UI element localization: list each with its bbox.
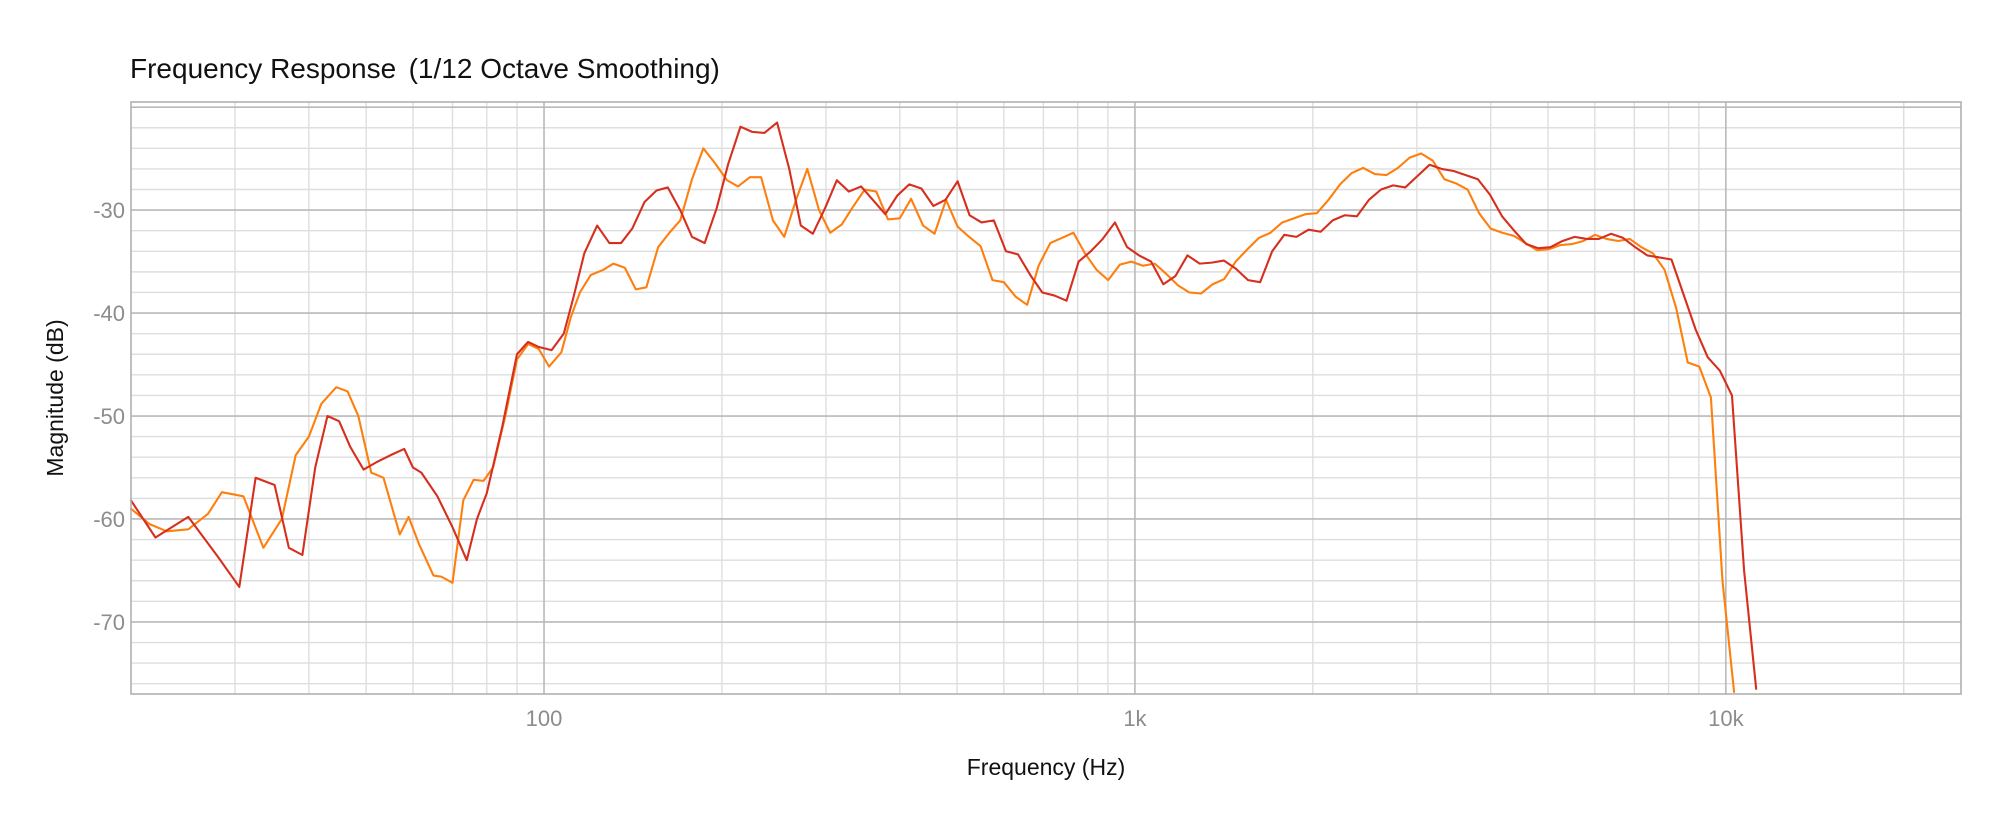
- series-line-1: [129, 147, 1736, 693]
- major-gridlines: [131, 102, 1961, 694]
- tick-labels: 100 1k 10k -30 -40 -50 -60 -70: [93, 198, 1744, 731]
- x-tick-label: 1k: [1123, 706, 1147, 731]
- x-axis-label: Frequency (Hz): [967, 754, 1125, 780]
- minor-gridlines: [131, 102, 1961, 694]
- series-line-2: [129, 121, 1758, 690]
- chart-title: Frequency Response: [130, 53, 396, 84]
- y-axis-label: Magnitude (dB): [42, 319, 68, 476]
- series-layer: [129, 121, 1758, 693]
- x-tick-label: 100: [526, 706, 563, 731]
- y-tick-label: -40: [93, 301, 125, 326]
- chart-title-line: Frequency Response (1/12 Octave Smoothin…: [130, 53, 720, 84]
- y-tick-label: -30: [93, 198, 125, 223]
- chart-subtitle: (1/12 Octave Smoothing): [409, 53, 720, 84]
- plot-frame: [130, 101, 1962, 695]
- y-tick-label: -50: [93, 404, 125, 429]
- y-tick-label: -60: [93, 507, 125, 532]
- x-tick-label: 10k: [1708, 706, 1744, 731]
- y-tick-label: -70: [93, 610, 125, 635]
